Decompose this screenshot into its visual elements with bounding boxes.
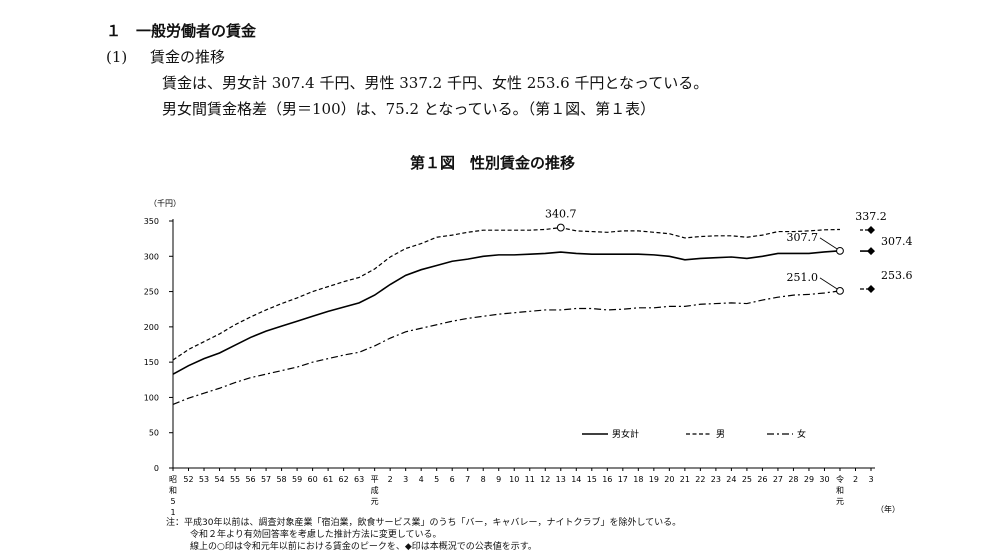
x-tick-label: 2 xyxy=(853,475,858,484)
x-tick-label: 9 xyxy=(496,475,501,484)
x-tick-label: 6 xyxy=(450,475,455,484)
label-leader xyxy=(819,277,838,290)
data-label: 253.6 xyxy=(881,269,913,282)
y-tick-label: 300 xyxy=(144,252,159,261)
x-tick-label: 5 xyxy=(434,475,439,484)
x-tick-label: 53 xyxy=(199,475,209,484)
footnote-2: 令和２年より有効回答率を考慮した推計方法に変更している。 xyxy=(190,530,442,540)
x-tick-label: 3 xyxy=(403,475,408,484)
data-label: 337.2 xyxy=(855,210,887,223)
x-tick-label: 23 xyxy=(711,475,721,484)
x-tick-label: 25 xyxy=(742,475,752,484)
data-label: 251.0 xyxy=(786,271,818,284)
x-tick-label: 56 xyxy=(245,475,255,484)
x-tick-label: 19 xyxy=(649,475,659,484)
x-tick-label: 24 xyxy=(726,475,736,484)
legend-label: 女 xyxy=(797,428,806,440)
x-tick-label: 11 xyxy=(525,475,535,484)
chart-title: 第１図 性別賃金の推移 xyxy=(409,154,575,172)
y-tick-label: 0 xyxy=(154,464,159,473)
x-tick-label: 54 xyxy=(214,475,224,484)
x-tick-label: 55 xyxy=(230,475,240,484)
x-tick-label: 昭和 5 1 xyxy=(169,475,177,517)
x-tick-label: 令和元 xyxy=(836,474,844,506)
y-tick-label: 200 xyxy=(144,323,159,332)
x-tick-label: 28 xyxy=(788,475,798,484)
series-line-女 xyxy=(172,290,841,406)
section-heading: １ 一般労働者の賃金 xyxy=(106,22,257,40)
x-tick-label: 17 xyxy=(618,475,628,484)
x-tick-label: 63 xyxy=(354,475,364,484)
x-tick-label: 3 xyxy=(868,475,873,484)
data-label: 340.7 xyxy=(545,208,577,221)
x-tick-label: 61 xyxy=(323,475,333,484)
subsection-title: 賃金の推移 xyxy=(150,48,226,66)
summary-paragraph-2: 男女間賃金格差（男＝100）は、75.2 となっている。（第１図、第１表） xyxy=(162,100,656,118)
x-tick-label: 7 xyxy=(465,475,470,484)
x-tick-label: 60 xyxy=(308,475,318,484)
y-tick-label: 100 xyxy=(144,393,159,402)
x-tick-label: 52 xyxy=(183,475,193,484)
x-tick-label: 8 xyxy=(481,475,486,484)
x-tick-label: 29 xyxy=(804,475,814,484)
legend-label: 男 xyxy=(716,429,725,440)
x-tick-label: 14 xyxy=(571,475,581,484)
y-unit-label: （千円） xyxy=(149,198,181,208)
subsection-heading: (1) 賃金の推移 xyxy=(106,46,225,67)
x-tick-label: 13 xyxy=(556,475,566,484)
x-tick-label: 57 xyxy=(261,475,271,484)
series-line-男 xyxy=(172,226,840,361)
x-tick-label: 12 xyxy=(540,475,550,484)
x-tick-label: 21 xyxy=(680,475,690,484)
x-tick-label: 15 xyxy=(587,475,597,484)
y-tick-label: 50 xyxy=(149,429,159,438)
summary-paragraph-1: 賃金は、男女計 307.4 千円、男性 337.2 千円、女性 253.6 千円… xyxy=(162,74,709,92)
footnote-3: 線上の○印は令和元年以前における賃金のピークを、◆印は本概況での公表値を示す。 xyxy=(190,542,537,552)
y-tick-label: 150 xyxy=(144,358,159,367)
label-leader xyxy=(819,237,838,250)
peak-marker xyxy=(836,286,844,295)
x-tick-label: 59 xyxy=(292,475,302,484)
chart-legend: 男女計 男 女 xyxy=(582,428,806,440)
y-tick-label: 350 xyxy=(144,217,159,226)
data-label: 307.7 xyxy=(786,231,818,244)
x-tick-label: 27 xyxy=(773,475,783,484)
peak-marker xyxy=(836,246,844,255)
x-tick-label: 4 xyxy=(419,475,424,484)
published-marker xyxy=(867,247,875,256)
x-tick-label: 16 xyxy=(602,475,612,484)
series-line-男女計 xyxy=(172,250,841,375)
x-tick-label: 58 xyxy=(276,475,286,484)
x-unit-label: （年） xyxy=(876,504,900,514)
x-tick-label: 平成元 xyxy=(371,475,379,506)
published-marker xyxy=(867,285,875,294)
published-marker xyxy=(867,226,875,235)
x-tick-label: 30 xyxy=(819,475,829,484)
subsection-number: (1) xyxy=(106,48,128,66)
x-tick-label: 2 xyxy=(388,475,393,484)
x-tick-label: 18 xyxy=(633,475,643,484)
data-label: 307.4 xyxy=(881,235,913,248)
x-tick-label: 20 xyxy=(664,475,674,484)
x-tick-label: 10 xyxy=(509,475,519,484)
x-tick-label: 62 xyxy=(339,475,349,484)
x-tick-label: 22 xyxy=(695,475,705,484)
y-tick-label: 250 xyxy=(144,288,159,297)
peak-marker xyxy=(556,223,565,232)
legend-label: 男女計 xyxy=(612,428,639,440)
footnote-1: 注：平成30年以前は、調査対象産業「宿泊業，飲食サービス業」のうち「バー，キャバ… xyxy=(166,518,682,528)
x-tick-label: 26 xyxy=(757,475,767,484)
